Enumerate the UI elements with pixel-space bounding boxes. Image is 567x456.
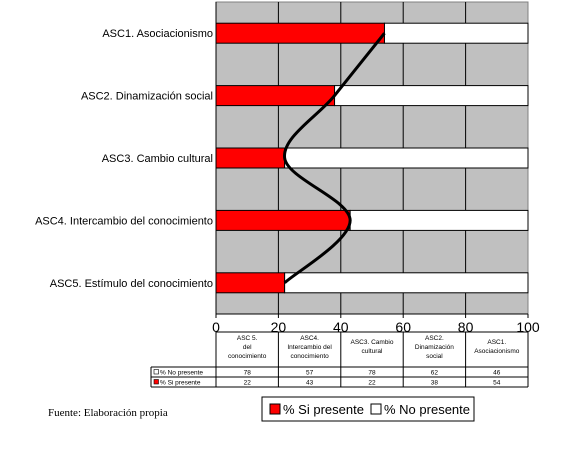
- bar-si-presente: [215, 22, 385, 44]
- x-tick-label: 40: [333, 319, 349, 335]
- table-cell: 62: [431, 370, 439, 377]
- x-tick-label: 20: [271, 319, 287, 335]
- curve: [283, 32, 386, 284]
- bar-no-presente: [334, 85, 529, 107]
- bar-no-presente: [284, 272, 529, 294]
- category-label: ASC5. Estímulo del conocimiento: [50, 278, 213, 290]
- table-header: Dinamización: [415, 344, 454, 351]
- bar-no-presente: [349, 209, 529, 231]
- table-legend-swatch: [153, 379, 159, 385]
- table-cell: 43: [306, 380, 314, 387]
- category-label: ASC1. Asociacionismo: [102, 28, 213, 40]
- table-cell: 46: [493, 370, 501, 377]
- table-header: Asociacionismo: [474, 348, 520, 355]
- table-header: ASC2.: [425, 335, 444, 342]
- trend-curve: [283, 32, 386, 284]
- x-tick-label: 80: [458, 319, 474, 335]
- legend-label: % Si presente: [283, 402, 364, 417]
- bar-si-presente: [215, 209, 351, 231]
- table-header: Intercambio del: [287, 344, 332, 351]
- x-tick-label: 100: [516, 319, 540, 335]
- table-cell: 22: [244, 380, 252, 387]
- data-table: ASC 5. del conocimiento ASC4. Intercambio de…: [150, 331, 529, 388]
- table-header: del: [243, 344, 252, 351]
- legend-box: [261, 396, 475, 422]
- category-label: ASC3. Cambio cultural: [102, 153, 213, 165]
- table-header: social: [426, 353, 443, 360]
- table-header: ASC3. Cambio: [351, 339, 394, 346]
- bar-si-presente: [215, 85, 336, 107]
- table-header: ASC4.: [300, 335, 319, 342]
- x-axis: 0 20 40 60 80 100: [212, 314, 540, 335]
- bars: [215, 22, 529, 294]
- category-labels: ASC1. Asociacionismo ASC2. Dinamización s…: [35, 28, 213, 290]
- bar-si-presente: [215, 272, 286, 294]
- table-row-label: % Si presente: [160, 380, 201, 387]
- category-label: ASC4. Intercambio del conocimiento: [35, 215, 213, 227]
- table-cell: 54: [493, 380, 501, 387]
- legend-swatch: [370, 403, 382, 415]
- bar-si-presente: [215, 147, 286, 169]
- table-cell: 22: [368, 380, 376, 387]
- table-header: ASC1.: [487, 339, 506, 346]
- legend-swatch: [269, 403, 281, 415]
- table-cell: 38: [431, 380, 439, 387]
- table-header: cultural: [362, 348, 384, 355]
- table-legend-swatch: [153, 369, 159, 375]
- table-cell: 78: [368, 370, 376, 377]
- category-label: ASC2. Dinamización social: [81, 91, 213, 103]
- source-note: Fuente: Elaboración propia: [48, 407, 168, 419]
- table-cell: 57: [306, 370, 314, 377]
- bar-no-presente: [284, 147, 529, 169]
- table-cell: 78: [244, 370, 252, 377]
- table-header: conocimiento: [290, 353, 329, 360]
- table-header: conocimiento: [228, 353, 267, 360]
- legend-label: % No presente: [384, 402, 470, 417]
- table-row-label: % No presente: [160, 370, 203, 377]
- bar-no-presente: [383, 22, 529, 44]
- x-tick-label: 0: [212, 319, 220, 335]
- x-tick-label: 60: [395, 319, 411, 335]
- legend: % Si presente % No presente: [261, 396, 475, 422]
- table-header: ASC 5.: [237, 335, 258, 342]
